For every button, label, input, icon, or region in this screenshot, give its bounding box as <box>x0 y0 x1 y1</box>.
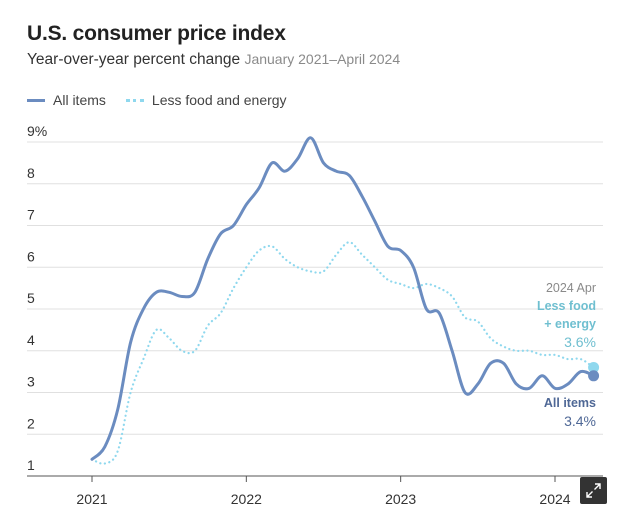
legend-label-all-items: All items <box>53 92 106 108</box>
annotation-all-label: All items <box>544 396 596 410</box>
annotation-all-value: 3.4% <box>564 413 596 429</box>
series-line-less-food-and-energy <box>90 241 595 465</box>
legend-item-all-items: All items <box>27 92 106 108</box>
x-axis-ticks: 2021 2022 2023 2024 <box>76 476 571 507</box>
y-tick-label: 6 <box>27 248 35 264</box>
annotation-core-label-1: Less food <box>537 299 596 313</box>
y-tick-label: 5 <box>27 290 35 306</box>
annotation-layer: 2024 Apr Less food + energy 3.6% All ite… <box>537 281 596 429</box>
legend: All items Less food and energy <box>27 92 307 108</box>
endpoint-all-items <box>588 370 600 382</box>
legend-swatch-core <box>125 98 144 102</box>
x-tick-label: 2022 <box>231 491 262 507</box>
date-range: January 2021–April 2024 <box>244 51 401 67</box>
annotation-core-value: 3.6% <box>564 334 596 350</box>
y-tick-label: 3 <box>27 374 35 390</box>
subtitle-text: Year-over-year percent change <box>27 51 241 68</box>
y-axis-ticks: 9% 8 7 6 5 4 3 2 1 <box>27 123 47 473</box>
y-tick-label: 2 <box>27 415 35 431</box>
annotation-core-label-2: + energy <box>544 317 596 331</box>
x-tick-label: 2024 <box>539 491 570 507</box>
y-tick-label: 4 <box>27 332 35 348</box>
y-tick-label: 9% <box>27 123 47 139</box>
x-tick-label: 2023 <box>385 491 416 507</box>
series-line-all-items <box>90 136 596 461</box>
y-tick-label: 1 <box>27 457 35 473</box>
expand-icon <box>586 483 601 498</box>
legend-label-core: Less food and energy <box>151 92 287 108</box>
y-tick-label: 7 <box>27 207 35 223</box>
chart-subtitle: Year-over-year percent change January 20… <box>27 51 400 69</box>
grid-layer <box>27 141 603 477</box>
annotation-date: 2024 Apr <box>546 281 596 295</box>
legend-swatch-all-items <box>27 98 45 102</box>
series-layer <box>90 136 600 465</box>
expand-button[interactable] <box>580 477 607 504</box>
chart-title: U.S. consumer price index <box>27 22 286 45</box>
x-tick-label: 2021 <box>76 491 107 507</box>
y-tick-label: 8 <box>27 165 35 181</box>
legend-item-core: Less food and energy <box>125 92 287 108</box>
endpoint-less-food-and-energy <box>588 361 600 373</box>
